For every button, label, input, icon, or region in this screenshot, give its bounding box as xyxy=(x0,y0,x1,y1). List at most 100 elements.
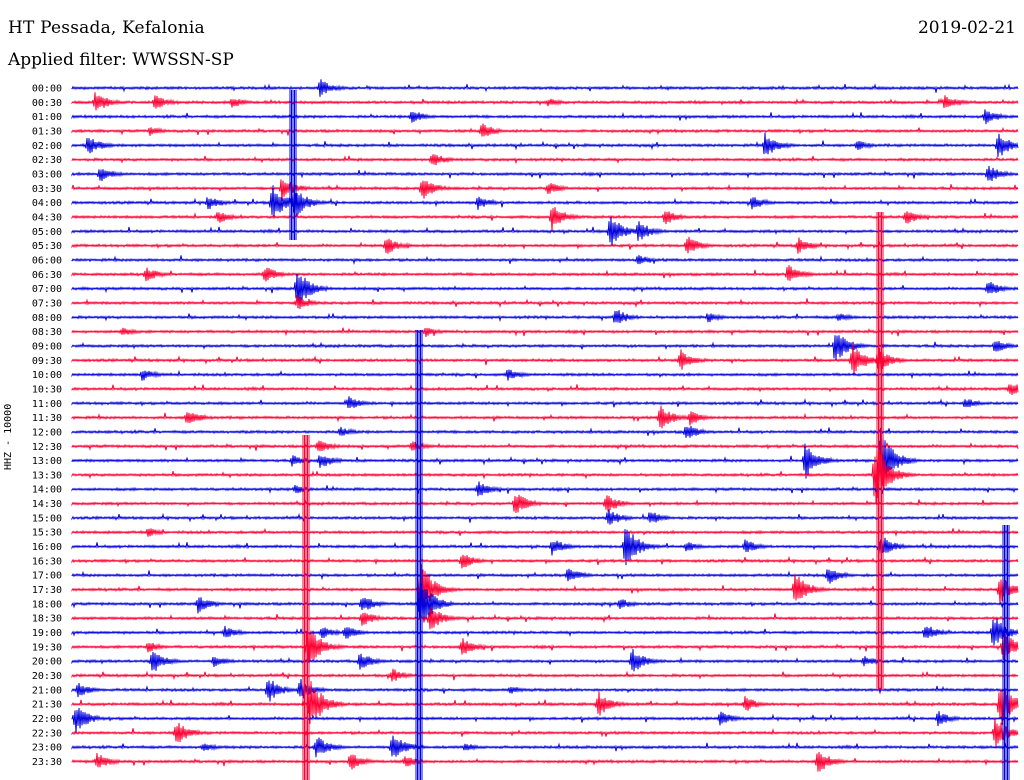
trace-row xyxy=(71,607,1019,630)
trace-row xyxy=(71,583,1019,623)
time-label: 01:00 xyxy=(32,112,62,123)
time-label: 13:30 xyxy=(32,470,62,481)
time-label: 21:00 xyxy=(32,685,62,696)
trace-row xyxy=(71,79,1019,97)
spikes xyxy=(289,90,1010,780)
time-label: 23:30 xyxy=(32,757,62,768)
trace-row xyxy=(71,396,1019,409)
trace-row xyxy=(71,440,1019,452)
trace-row xyxy=(71,564,1019,611)
time-label: 06:00 xyxy=(32,255,62,266)
time-label: 22:00 xyxy=(32,714,62,725)
time-label: 15:30 xyxy=(32,528,62,539)
time-label: 00:00 xyxy=(32,84,62,95)
filter-label: Applied filter: WWSSN-SP xyxy=(8,50,234,70)
trace-row xyxy=(71,273,1019,309)
time-label: 00:30 xyxy=(32,98,62,109)
time-label: 02:00 xyxy=(32,141,62,152)
trace-row xyxy=(71,668,1019,682)
trace-row xyxy=(71,630,1019,663)
time-labels: 00:00 00:30 01:00 01:30 02:00 02:30 03:00 03:30… xyxy=(32,84,62,769)
time-label: 22:30 xyxy=(32,728,62,739)
trace-row xyxy=(71,165,1019,182)
station-title: HT Pessada, Kefalonia xyxy=(8,18,205,38)
trace-row xyxy=(71,265,1019,282)
trace-row xyxy=(71,717,1019,747)
trace-row xyxy=(71,427,1019,481)
time-label: 05:00 xyxy=(32,227,62,238)
trace-row xyxy=(71,310,1019,323)
time-label: 21:30 xyxy=(32,700,62,711)
time-label: 07:30 xyxy=(32,298,62,309)
time-label: 14:30 xyxy=(32,499,62,510)
time-label: 04:30 xyxy=(32,212,62,223)
time-label: 17:00 xyxy=(32,571,62,582)
time-label: 18:00 xyxy=(32,599,62,610)
traces xyxy=(71,79,1019,772)
time-label: 19:00 xyxy=(32,628,62,639)
time-label: 07:00 xyxy=(32,284,62,295)
time-label: 18:30 xyxy=(32,614,62,625)
spike xyxy=(302,435,310,780)
trace-row xyxy=(71,529,1019,566)
trace-row xyxy=(71,449,1019,504)
trace-row xyxy=(71,618,1019,646)
time-label: 04:00 xyxy=(32,198,62,209)
time-label: 08:30 xyxy=(32,327,62,338)
date-label: 2019-02-21 xyxy=(917,18,1016,38)
time-label: 17:30 xyxy=(32,585,62,596)
trace-row xyxy=(71,679,1019,702)
trace-row xyxy=(71,509,1019,525)
trace-row xyxy=(71,707,1019,734)
trace-row xyxy=(71,295,1019,309)
time-label: 12:00 xyxy=(32,427,62,438)
time-label: 20:30 xyxy=(32,671,62,682)
time-label: 08:00 xyxy=(32,313,62,324)
time-label: 05:30 xyxy=(32,241,62,252)
spike xyxy=(1002,525,1010,780)
trace-row xyxy=(71,179,1019,202)
spike xyxy=(415,330,423,780)
time-label: 01:30 xyxy=(32,126,62,137)
time-label: 16:30 xyxy=(32,556,62,567)
trace-row xyxy=(71,527,1019,537)
time-label: 11:00 xyxy=(32,399,62,410)
trace-row xyxy=(71,405,1019,429)
trace-row xyxy=(71,154,1019,166)
trace-row xyxy=(71,207,1019,231)
trace-row xyxy=(71,335,1019,360)
trace-row xyxy=(71,751,1019,772)
trace-row xyxy=(71,384,1019,395)
trace-row xyxy=(71,681,1019,725)
trace-row xyxy=(71,481,1019,497)
time-label: 20:00 xyxy=(32,657,62,668)
time-label: 03:00 xyxy=(32,169,62,180)
time-label: 14:00 xyxy=(32,485,62,496)
trace-row xyxy=(71,236,1019,254)
trace-row xyxy=(71,123,1019,137)
trace-row xyxy=(71,425,1019,438)
trace-row xyxy=(71,217,1019,247)
time-label: 23:00 xyxy=(32,743,62,754)
time-label: 10:00 xyxy=(32,370,62,381)
time-label: 09:30 xyxy=(32,356,62,367)
spike xyxy=(876,212,884,690)
trace-row xyxy=(71,255,1019,265)
trace-row xyxy=(71,343,1019,376)
trace-row xyxy=(71,132,1019,157)
time-label: 10:30 xyxy=(32,384,62,395)
spike xyxy=(289,90,297,240)
time-label: 03:30 xyxy=(32,184,62,195)
trace-row xyxy=(71,185,1019,217)
trace-row xyxy=(71,369,1019,381)
trace-row xyxy=(71,735,1019,758)
trace-row xyxy=(71,554,1019,569)
trace-row xyxy=(71,327,1019,338)
trace-row xyxy=(71,92,1019,111)
time-label: 11:30 xyxy=(32,413,62,424)
trace-row xyxy=(71,568,1019,584)
time-label: 13:00 xyxy=(32,456,62,467)
time-label: 19:30 xyxy=(32,642,62,653)
time-label: 12:30 xyxy=(32,442,62,453)
